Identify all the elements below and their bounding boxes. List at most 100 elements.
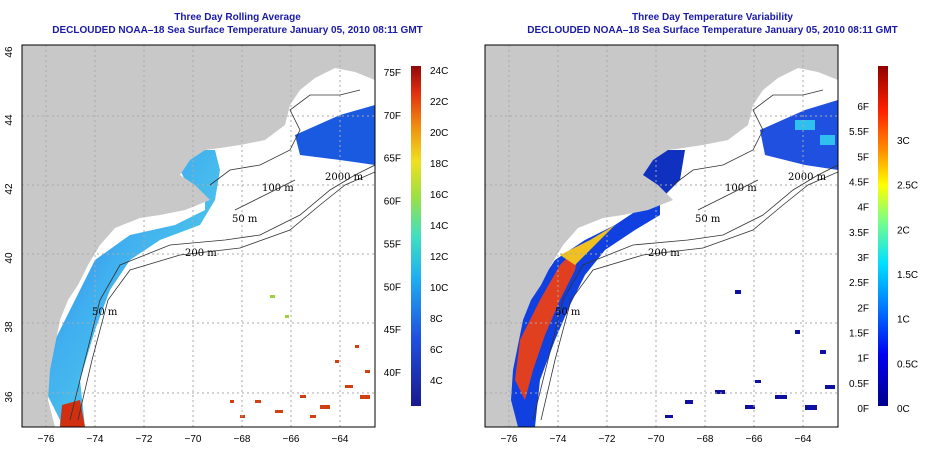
colorbar-label: 0F xyxy=(857,404,869,415)
lat-tick: 44 xyxy=(4,114,15,126)
right-colorbar-c-labels: 3C 2.5C 2C 1.5C 1C 0.5C 0C xyxy=(897,136,918,415)
colorbar-label: 22C xyxy=(430,97,448,108)
colorbar-label: 1.5C xyxy=(897,270,918,281)
right-title: Three Day Temperature Variability xyxy=(632,12,793,23)
colorbar-label: 16C xyxy=(430,190,448,201)
colorbar-label: 4F xyxy=(857,203,869,214)
colorbar-label: 1.5F xyxy=(849,329,869,340)
sst-gulf-maine xyxy=(295,105,375,165)
contour-label-2000m: 2000 m xyxy=(325,172,364,183)
contour-label-50m-sw-right: 50 m xyxy=(555,307,581,318)
lat-tick: 38 xyxy=(475,321,476,333)
land-nova-scotia xyxy=(300,45,375,65)
lat-tick: 44 xyxy=(475,114,476,126)
contour-label-2000m-right: 2000 m xyxy=(788,172,827,183)
lon-tick: −70 xyxy=(648,434,665,445)
left-map-frame xyxy=(21,44,376,428)
colorbar-label: 1F xyxy=(857,354,869,365)
colorbar-label: 8C xyxy=(430,314,443,325)
left-colorbar-c-labels: 24C 22C 20C 18C 16C 14C 12C 10C 8C 6C 4C xyxy=(430,66,448,387)
colorbar-label: 5.5F xyxy=(849,127,869,138)
lat-tick: 36 xyxy=(4,391,15,403)
right-contours xyxy=(532,89,838,421)
colorbar-label: 65F xyxy=(384,154,401,165)
colorbar-label: 5F xyxy=(857,152,869,163)
colorbar-label: 24C xyxy=(430,66,448,77)
lat-tick: 40 xyxy=(475,252,476,264)
colorbar-label: 6F xyxy=(857,102,869,113)
var-warm-band xyxy=(560,225,615,265)
right-grid xyxy=(485,45,838,427)
contour-label-100m: 100 m xyxy=(262,183,294,194)
colorbar-label: 40F xyxy=(384,368,401,379)
left-title: Three Day Rolling Average xyxy=(174,12,301,23)
lat-tick: 46 xyxy=(475,46,476,58)
contour-label-100m-right: 100 m xyxy=(725,183,757,194)
contour-label-50m-ne: 50 m xyxy=(232,214,258,225)
lat-tick: 38 xyxy=(4,321,15,333)
lat-tick: 40 xyxy=(4,252,15,264)
colorbar-label: 2F xyxy=(857,303,869,314)
contour-label-200m-right: 200 m xyxy=(648,248,680,259)
lat-tick: 42 xyxy=(4,183,15,195)
colorbar-label: 60F xyxy=(384,197,401,208)
left-lat-ticks: 36 38 40 42 44 46 xyxy=(4,46,15,403)
lat-tick: 36 xyxy=(475,391,476,403)
lon-tick: −66 xyxy=(746,434,763,445)
colorbar-label: 4C xyxy=(430,376,443,387)
land-mainland-right xyxy=(485,45,838,427)
sst-coastal-band xyxy=(45,150,220,427)
right-colorbar-f-labels: 6F 5.5F 5F 4.5F 4F 3.5F 3F 2.5F 2F 1.5F 1F 0.5F 0F xyxy=(849,102,869,415)
right-lon-ticks: −76 −74 −72 −70 −68 −66 −64 xyxy=(501,434,812,445)
sst-mid-speckles xyxy=(270,295,289,318)
colorbar-label: 2.5C xyxy=(897,181,918,192)
colorbar-label: 55F xyxy=(384,239,401,250)
contour-label-200m: 200 m xyxy=(185,248,217,259)
colorbar-label: 0.5F xyxy=(849,379,869,390)
right-subtitle: DECLOUDED NOAA–18 Sea Surface Temperatur… xyxy=(527,25,898,36)
right-map-frame xyxy=(484,44,839,428)
lon-tick: −72 xyxy=(136,434,153,445)
lon-tick: −64 xyxy=(795,434,812,445)
left-contours xyxy=(69,89,375,421)
colorbar-label: 70F xyxy=(384,111,401,122)
var-gulf-speckles xyxy=(795,120,835,145)
right-colorbar xyxy=(878,66,888,406)
colorbar-label: 3.5F xyxy=(849,228,869,239)
colorbar-label: 1C xyxy=(897,315,910,326)
land-nova-scotia-right xyxy=(763,45,838,65)
right-map-svg: 100 m 2000 m 50 m 200 m 50 m −76 −74 −72… xyxy=(475,44,918,445)
lon-tick: −70 xyxy=(185,434,202,445)
lat-tick: 42 xyxy=(475,183,476,195)
colorbar-label: 18C xyxy=(430,159,448,170)
lon-tick: −72 xyxy=(599,434,616,445)
colorbar-label: 75F xyxy=(384,68,401,79)
contour-label-50m-sw: 50 m xyxy=(92,307,118,318)
colorbar-label: 0.5C xyxy=(897,359,918,370)
contour-label-50m-ne-right: 50 m xyxy=(695,214,721,225)
colorbar-label: 45F xyxy=(384,325,401,336)
colorbar-label: 20C xyxy=(430,128,448,139)
lon-tick: −76 xyxy=(501,434,518,445)
left-colorbar-f-labels: 75F 70F 65F 60F 55F 50F 45F 40F xyxy=(384,68,401,379)
colorbar-label: 4.5F xyxy=(849,178,869,189)
colorbar-label: 2.5F xyxy=(849,278,869,289)
left-grid xyxy=(22,45,375,427)
lon-tick: −68 xyxy=(697,434,714,445)
lon-tick: −68 xyxy=(234,434,251,445)
sst-warm-corner xyxy=(60,400,85,427)
var-hot-band xyxy=(515,245,580,400)
lon-tick: −74 xyxy=(87,434,104,445)
left-lon-ticks: −76 −74 −72 −70 −68 −66 −64 xyxy=(38,434,349,445)
left-colorbar xyxy=(411,66,421,406)
land-mainland xyxy=(22,45,375,427)
var-gulf-maine xyxy=(760,100,838,170)
colorbar-label: 3C xyxy=(897,136,910,147)
lat-tick: 46 xyxy=(4,46,15,58)
left-subtitle: DECLOUDED NOAA–18 Sea Surface Temperatur… xyxy=(52,25,423,36)
colorbar-label: 12C xyxy=(430,252,448,263)
colorbar-label: 0C xyxy=(897,404,910,415)
colorbar-label: 6C xyxy=(430,345,443,356)
colorbar-label: 2C xyxy=(897,225,910,236)
colorbar-label: 10C xyxy=(430,283,448,294)
